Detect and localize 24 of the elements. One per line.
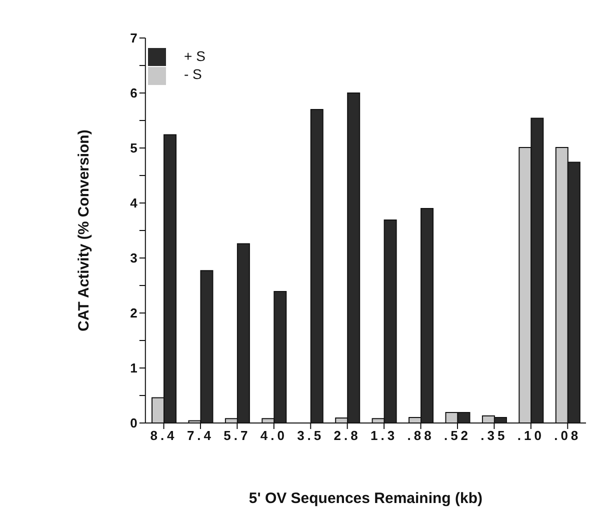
- y-axis-title: CAT Activity (% Conversion): [76, 130, 93, 332]
- x-axis-title: 5' OV Sequences Remaining (kb): [248, 490, 483, 507]
- x-tick-label: 7.4: [186, 428, 214, 444]
- x-tick-label: .08: [554, 428, 582, 444]
- x-tick-label: .35: [480, 428, 508, 444]
- y-tick-label: 3: [130, 250, 138, 266]
- x-tick-label: 1.3: [370, 428, 398, 444]
- x-tick-label: .88: [407, 428, 434, 444]
- y-tick-label: 6: [130, 86, 138, 101]
- y-tick-label: 7: [130, 30, 138, 46]
- y-tick-label: 1: [130, 360, 138, 376]
- legend-label: + S: [184, 48, 206, 64]
- x-tick-label: .52: [444, 428, 472, 444]
- x-tick-label: 2.8: [334, 428, 361, 444]
- x-tick-label: 4.0: [260, 428, 288, 444]
- x-tick-label: 3.5: [297, 428, 324, 444]
- y-tick-label: 5: [130, 140, 138, 156]
- y-tick-label: 2: [130, 306, 138, 321]
- x-tick-label: 8.4: [150, 428, 178, 444]
- legend-label: - S: [184, 66, 202, 82]
- y-tick-label: 4: [130, 196, 138, 211]
- x-tick-label: 5.7: [224, 428, 251, 444]
- x-tick-label: .10: [517, 428, 544, 444]
- y-tick-label: 0: [130, 416, 138, 431]
